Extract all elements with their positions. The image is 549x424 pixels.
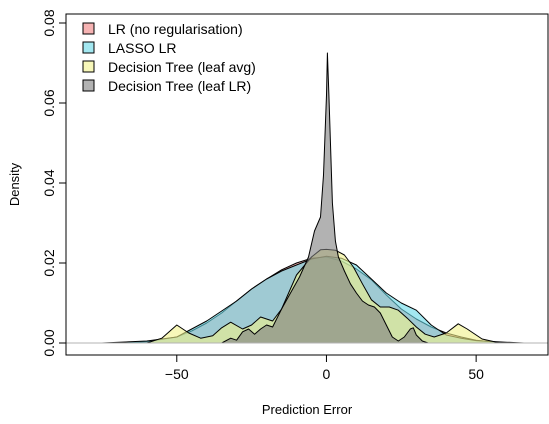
legend-swatch xyxy=(82,41,95,54)
y-tick-label: 0.04 xyxy=(41,169,57,196)
legend-label: LR (no regularisation) xyxy=(108,21,243,37)
legend-swatch xyxy=(82,60,95,73)
legend-label: LASSO LR xyxy=(108,40,176,56)
x-tick-label: 50 xyxy=(468,366,484,382)
legend-swatch xyxy=(82,22,95,35)
x-tick-label: 0 xyxy=(323,366,331,382)
plot-frame xyxy=(65,13,549,356)
y-tick-label: 0.00 xyxy=(41,329,57,356)
density-series-4 xyxy=(221,52,429,344)
legend-label: Decision Tree (leaf avg) xyxy=(108,59,256,75)
y-axis-title: Density xyxy=(7,162,22,206)
y-axis: 0.00 0.02 0.04 0.06 0.08 xyxy=(41,9,66,357)
y-tick-label: 0.02 xyxy=(41,249,57,276)
legend-label: Decision Tree (leaf LR) xyxy=(108,78,251,94)
x-tick-label: −50 xyxy=(165,366,189,382)
x-axis: −50 0 50 xyxy=(165,355,484,382)
legend-swatch xyxy=(82,79,95,92)
x-axis-title: Prediction Error xyxy=(262,402,353,417)
legend: LR (no regularisation) LASSO LR Decision T… xyxy=(82,21,256,94)
series-layer xyxy=(101,52,525,344)
y-tick-label: 0.06 xyxy=(41,89,57,116)
y-tick-label: 0.08 xyxy=(41,9,57,36)
